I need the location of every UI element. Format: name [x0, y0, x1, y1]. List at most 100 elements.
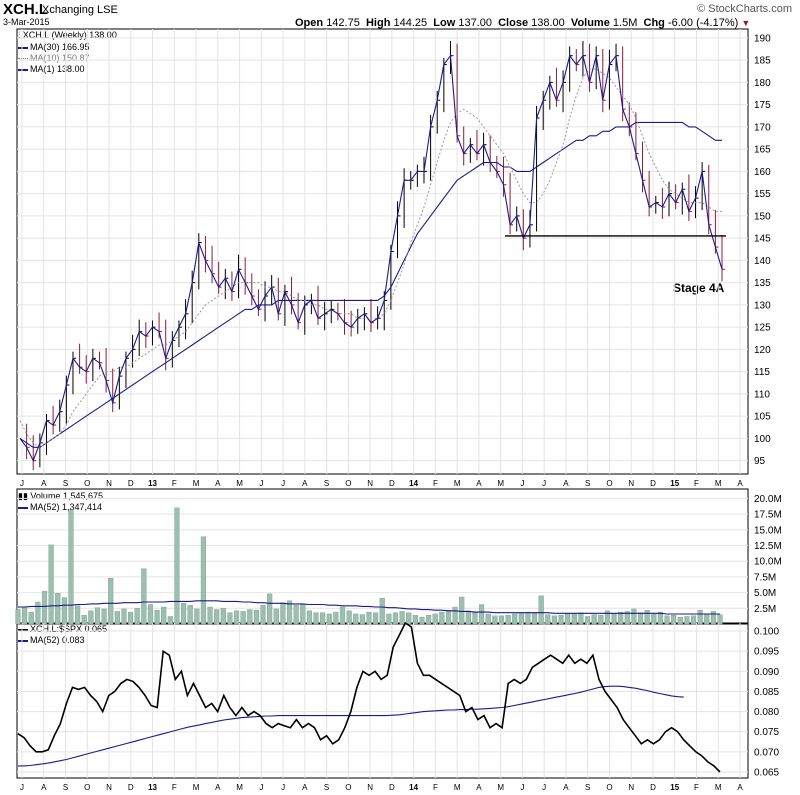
stage-annotation: Stage 4A [673, 281, 725, 295]
volume-bar [531, 613, 538, 625]
price-month-label: S [63, 479, 68, 488]
volume-tick-label: 7.5M [754, 572, 776, 583]
volume-bar [326, 613, 332, 625]
price-month-label: J [281, 479, 285, 488]
open-label: Open [295, 17, 324, 29]
volume-bar [624, 611, 630, 625]
chg-label: Chg [643, 17, 665, 29]
ratio-tick-label: 0.065 [754, 767, 779, 778]
price-tick-label: 125 [754, 323, 771, 334]
price-tick-label: 100 [754, 434, 771, 445]
ratio-month-label: 14 [409, 783, 418, 792]
volume-bar [657, 611, 663, 625]
volume-bar [68, 509, 74, 625]
ratio-month-label: 13 [148, 783, 157, 792]
ratio-tick-label: 0.085 [754, 687, 779, 698]
volume-bar [445, 609, 452, 625]
volume-bar [591, 614, 597, 625]
legend-volume-ma-label: MA(52) 1,347,414 [30, 502, 103, 512]
volume-bar [207, 606, 213, 625]
ticker-symbol: XCH.L [3, 1, 48, 18]
volume-tick-label: 2.5M [754, 604, 776, 615]
volume-bar [15, 609, 21, 625]
panel-frame-price [16, 28, 749, 475]
volume-bar [399, 611, 405, 625]
volume-bar [200, 536, 207, 625]
price-month-label: D [389, 479, 395, 488]
ma30-swatch [18, 46, 28, 49]
ratio-tick-label: 0.070 [754, 747, 779, 758]
volume-bar [22, 606, 28, 625]
brand-label: © StockCharts.com [697, 3, 792, 15]
ratio-month-label: M [236, 783, 243, 792]
price-tick-label: 115 [754, 367, 770, 378]
volume-bar [459, 596, 465, 625]
legend-ratio-label: XCH.L:$SPX 0.065 [30, 624, 108, 634]
price-tick-label: 110 [754, 389, 770, 400]
price-tick-label: 120 [754, 345, 771, 356]
volume-bar [280, 602, 286, 625]
volume-tick-label: 15.0M [754, 525, 782, 536]
legend-ma1: MA(1) 138.00 [18, 64, 85, 74]
price-month-label: A [215, 479, 221, 488]
volume-bar [485, 613, 491, 625]
volume-bar [684, 616, 690, 625]
price-month-label: O [345, 479, 351, 488]
high-value: 144.25 [393, 17, 428, 29]
volume-bar [558, 615, 564, 625]
ratio-month-label: S [585, 783, 590, 792]
volume-bar [253, 609, 259, 625]
volume-bar [677, 616, 683, 625]
volume-bar [611, 613, 617, 625]
volume-bar [293, 604, 299, 625]
volume-bar [346, 610, 352, 625]
price-month-label: F [172, 479, 177, 488]
volume-bar [505, 615, 511, 625]
ratio-month-label: M [454, 783, 461, 792]
price-month-label: J [542, 479, 546, 488]
volume-bar [300, 603, 306, 625]
volume-bar [604, 610, 610, 625]
volume-bar [286, 600, 293, 625]
legend-ma10: MA(10) 150.87 [18, 53, 90, 63]
volume-legend-icon: ▮▮ [18, 491, 28, 501]
volume-bar [426, 615, 432, 625]
price-month-label: 13 [148, 479, 157, 488]
volume-bar [571, 613, 577, 625]
volume-bar [194, 608, 200, 625]
ratio-month-label: S [63, 783, 68, 792]
volume-bar [584, 616, 591, 625]
volume-bar [128, 611, 134, 625]
ratio-month-label: A [41, 783, 47, 792]
price-month-label: M [454, 479, 461, 488]
volume-bar [55, 593, 61, 625]
volume-bar [439, 611, 445, 625]
high-label: High [365, 17, 391, 29]
ratio-month-label: O [345, 783, 351, 792]
legend-ma30: MA(30) 166.95 [18, 42, 90, 52]
volume-bar [134, 608, 140, 625]
ratio-tick-label: 0.080 [754, 707, 779, 718]
price-month-label: M [715, 479, 722, 488]
price-month-label: J [259, 479, 263, 488]
ratio-tick-label: 0.095 [754, 647, 779, 658]
ratio-month-label: A [302, 783, 308, 792]
ratio-month-label: J [542, 783, 546, 792]
volume-bar [697, 609, 703, 625]
volume-bar [386, 613, 392, 625]
volume-bar [114, 611, 120, 625]
volume-value: 1.5M [612, 17, 638, 29]
price-month-label: N [628, 479, 634, 488]
volume-bar [452, 606, 458, 625]
volume-bar [81, 615, 87, 625]
volume-bar [108, 577, 114, 625]
volume-bar [320, 612, 326, 625]
price-month-label: S [585, 479, 590, 488]
price-month-label: D [650, 479, 656, 488]
volume-bar [359, 614, 365, 625]
price-month-label: S [324, 479, 329, 488]
volume-bar [28, 611, 34, 625]
price-month-label: 14 [409, 479, 418, 488]
low-value: 137.00 [458, 17, 492, 29]
